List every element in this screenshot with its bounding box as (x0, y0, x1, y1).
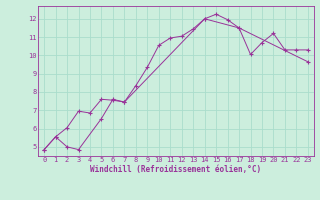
X-axis label: Windchill (Refroidissement éolien,°C): Windchill (Refroidissement éolien,°C) (91, 165, 261, 174)
